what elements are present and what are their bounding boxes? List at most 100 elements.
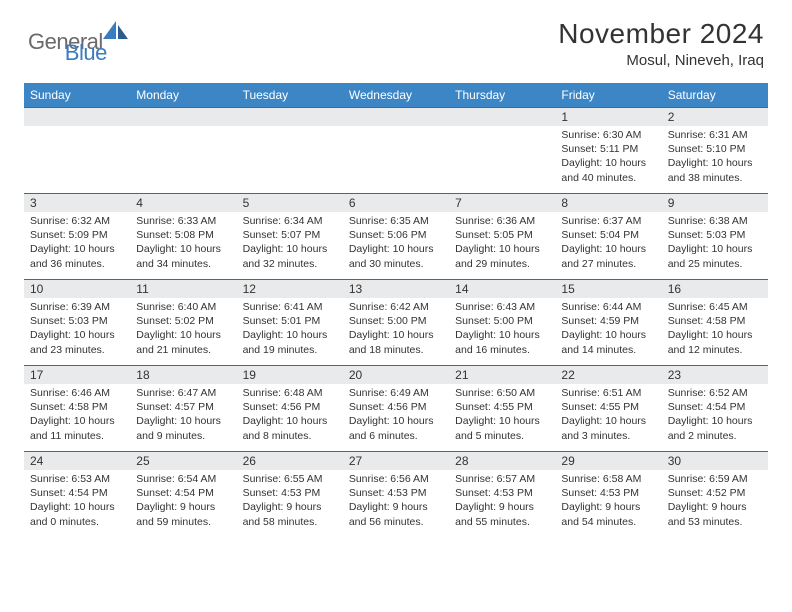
- day-detail-line: Sunrise: 6:37 AM: [561, 214, 655, 228]
- day-detail-line: Sunrise: 6:43 AM: [455, 300, 549, 314]
- day-number: 13: [343, 279, 449, 298]
- day-header: Friday: [555, 83, 661, 107]
- day-detail: Sunrise: 6:33 AMSunset: 5:08 PMDaylight:…: [130, 212, 236, 275]
- day-detail-line: Sunrise: 6:59 AM: [668, 472, 762, 486]
- header: General Blue November 2024 Mosul, Nineve…: [0, 0, 792, 77]
- day-detail-line: and 58 minutes.: [243, 515, 337, 529]
- day-number: 22: [555, 365, 661, 384]
- day-detail-line: Daylight: 9 hours: [668, 500, 762, 514]
- calendar-cell: 16Sunrise: 6:45 AMSunset: 4:58 PMDayligh…: [662, 279, 768, 365]
- day-detail-line: Sunset: 5:07 PM: [243, 228, 337, 242]
- day-detail-line: Sunrise: 6:53 AM: [30, 472, 124, 486]
- day-number: 10: [24, 279, 130, 298]
- day-number: 26: [237, 451, 343, 470]
- day-number: 27: [343, 451, 449, 470]
- calendar-cell: 26Sunrise: 6:55 AMSunset: 4:53 PMDayligh…: [237, 451, 343, 537]
- day-detail-line: Daylight: 10 hours: [561, 328, 655, 342]
- day-detail-line: Daylight: 10 hours: [561, 242, 655, 256]
- day-detail-line: and 38 minutes.: [668, 171, 762, 185]
- day-detail-line: and 34 minutes.: [136, 257, 230, 271]
- calendar-week: 3Sunrise: 6:32 AMSunset: 5:09 PMDaylight…: [24, 193, 768, 279]
- day-detail-line: Sunset: 4:59 PM: [561, 314, 655, 328]
- day-detail-line: Daylight: 10 hours: [455, 414, 549, 428]
- day-detail-line: Sunrise: 6:41 AM: [243, 300, 337, 314]
- day-detail: Sunrise: 6:30 AMSunset: 5:11 PMDaylight:…: [555, 126, 661, 189]
- day-detail-line: and 32 minutes.: [243, 257, 337, 271]
- day-number: 17: [24, 365, 130, 384]
- day-detail: Sunrise: 6:37 AMSunset: 5:04 PMDaylight:…: [555, 212, 661, 275]
- day-detail-line: Sunset: 5:00 PM: [455, 314, 549, 328]
- day-number: 28: [449, 451, 555, 470]
- day-detail: Sunrise: 6:31 AMSunset: 5:10 PMDaylight:…: [662, 126, 768, 189]
- day-detail-line: Sunset: 4:55 PM: [561, 400, 655, 414]
- day-number: 2: [662, 107, 768, 126]
- day-detail-line: and 3 minutes.: [561, 429, 655, 443]
- calendar-week: 24Sunrise: 6:53 AMSunset: 4:54 PMDayligh…: [24, 451, 768, 537]
- day-number: 23: [662, 365, 768, 384]
- day-detail-line: Sunrise: 6:33 AM: [136, 214, 230, 228]
- day-detail-line: and 6 minutes.: [349, 429, 443, 443]
- day-detail-line: Sunrise: 6:42 AM: [349, 300, 443, 314]
- day-detail-line: and 54 minutes.: [561, 515, 655, 529]
- day-header: Thursday: [449, 83, 555, 107]
- calendar-cell: 25Sunrise: 6:54 AMSunset: 4:54 PMDayligh…: [130, 451, 236, 537]
- day-detail: Sunrise: 6:43 AMSunset: 5:00 PMDaylight:…: [449, 298, 555, 361]
- day-detail-line: and 8 minutes.: [243, 429, 337, 443]
- day-detail: Sunrise: 6:59 AMSunset: 4:52 PMDaylight:…: [662, 470, 768, 533]
- day-number: .: [237, 107, 343, 126]
- day-detail-line: Sunrise: 6:35 AM: [349, 214, 443, 228]
- calendar-cell: 2Sunrise: 6:31 AMSunset: 5:10 PMDaylight…: [662, 107, 768, 193]
- day-number: 12: [237, 279, 343, 298]
- day-detail: Sunrise: 6:51 AMSunset: 4:55 PMDaylight:…: [555, 384, 661, 447]
- day-number: 4: [130, 193, 236, 212]
- calendar-cell: 24Sunrise: 6:53 AMSunset: 4:54 PMDayligh…: [24, 451, 130, 537]
- day-detail-line: Sunset: 5:06 PM: [349, 228, 443, 242]
- day-detail-line: Sunrise: 6:50 AM: [455, 386, 549, 400]
- day-detail-line: and 2 minutes.: [668, 429, 762, 443]
- day-detail-line: Sunset: 5:02 PM: [136, 314, 230, 328]
- calendar-cell: 23Sunrise: 6:52 AMSunset: 4:54 PMDayligh…: [662, 365, 768, 451]
- day-detail-line: and 59 minutes.: [136, 515, 230, 529]
- logo-text-blue: Blue: [65, 40, 107, 66]
- day-detail-line: Sunset: 4:58 PM: [30, 400, 124, 414]
- day-detail: Sunrise: 6:56 AMSunset: 4:53 PMDaylight:…: [343, 470, 449, 533]
- day-detail-line: Sunset: 5:03 PM: [668, 228, 762, 242]
- calendar-cell: 20Sunrise: 6:49 AMSunset: 4:56 PMDayligh…: [343, 365, 449, 451]
- day-detail-line: and 56 minutes.: [349, 515, 443, 529]
- day-detail-line: Sunrise: 6:40 AM: [136, 300, 230, 314]
- day-detail: Sunrise: 6:54 AMSunset: 4:54 PMDaylight:…: [130, 470, 236, 533]
- calendar-cell: 29Sunrise: 6:58 AMSunset: 4:53 PMDayligh…: [555, 451, 661, 537]
- calendar-cell: 10Sunrise: 6:39 AMSunset: 5:03 PMDayligh…: [24, 279, 130, 365]
- day-detail-line: and 5 minutes.: [455, 429, 549, 443]
- calendar-cell: 11Sunrise: 6:40 AMSunset: 5:02 PMDayligh…: [130, 279, 236, 365]
- day-detail-line: Sunrise: 6:58 AM: [561, 472, 655, 486]
- title-block: November 2024 Mosul, Nineveh, Iraq: [558, 18, 764, 69]
- day-detail-line: Sunset: 4:54 PM: [668, 400, 762, 414]
- day-detail-line: Sunset: 5:09 PM: [30, 228, 124, 242]
- day-detail-line: Sunrise: 6:31 AM: [668, 128, 762, 142]
- day-detail-line: and 36 minutes.: [30, 257, 124, 271]
- day-detail-line: and 55 minutes.: [455, 515, 549, 529]
- calendar-cell: 27Sunrise: 6:56 AMSunset: 4:53 PMDayligh…: [343, 451, 449, 537]
- day-detail-line: and 53 minutes.: [668, 515, 762, 529]
- day-detail: Sunrise: 6:48 AMSunset: 4:56 PMDaylight:…: [237, 384, 343, 447]
- day-detail-line: Sunset: 5:11 PM: [561, 142, 655, 156]
- calendar-cell: .: [343, 107, 449, 193]
- day-detail-line: Daylight: 10 hours: [30, 414, 124, 428]
- day-header: Sunday: [24, 83, 130, 107]
- calendar-cell: 5Sunrise: 6:34 AMSunset: 5:07 PMDaylight…: [237, 193, 343, 279]
- day-number: 29: [555, 451, 661, 470]
- day-detail: [237, 126, 343, 132]
- day-detail-line: Sunrise: 6:52 AM: [668, 386, 762, 400]
- day-detail-line: and 16 minutes.: [455, 343, 549, 357]
- day-detail-line: Daylight: 10 hours: [243, 328, 337, 342]
- day-detail: Sunrise: 6:55 AMSunset: 4:53 PMDaylight:…: [237, 470, 343, 533]
- calendar-week: .....1Sunrise: 6:30 AMSunset: 5:11 PMDay…: [24, 107, 768, 193]
- day-detail-line: Daylight: 10 hours: [349, 414, 443, 428]
- calendar-week: 10Sunrise: 6:39 AMSunset: 5:03 PMDayligh…: [24, 279, 768, 365]
- day-detail-line: Sunrise: 6:47 AM: [136, 386, 230, 400]
- day-detail-line: Sunrise: 6:36 AM: [455, 214, 549, 228]
- day-number: .: [343, 107, 449, 126]
- day-detail-line: and 30 minutes.: [349, 257, 443, 271]
- day-detail-line: Daylight: 10 hours: [668, 156, 762, 170]
